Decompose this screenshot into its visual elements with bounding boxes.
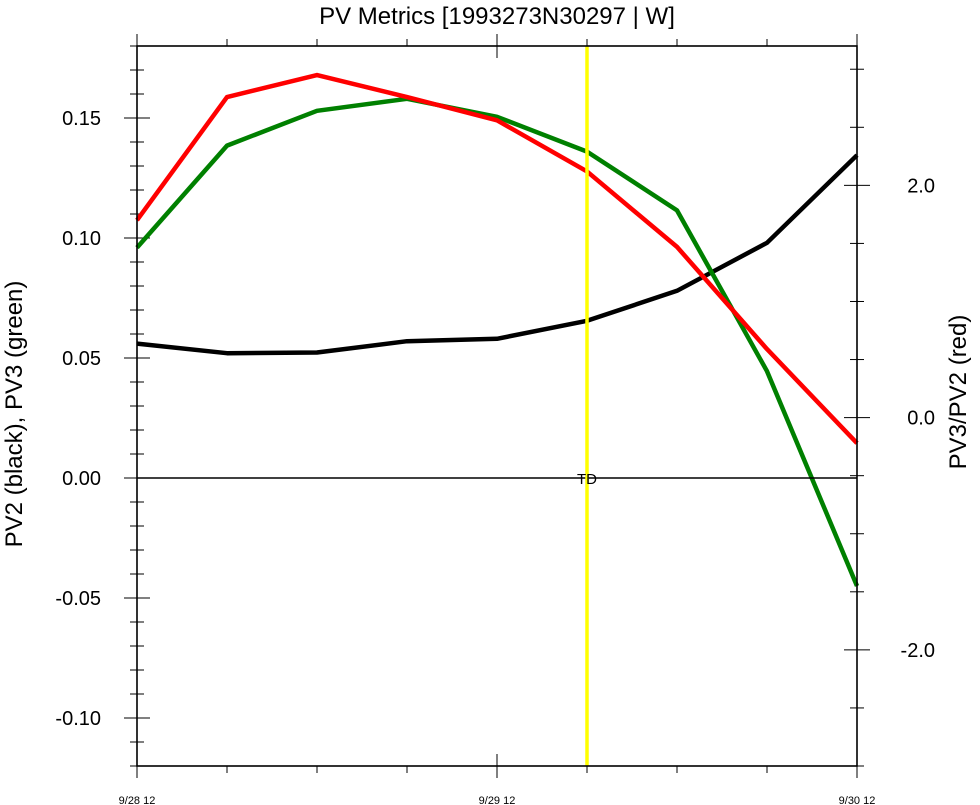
chart-title: PV Metrics [1993273N30297 | W] <box>319 3 675 30</box>
x-tick-label: 9/29 12 <box>479 795 516 805</box>
right-tick-label: 0.0 <box>907 408 935 430</box>
left-tick-label: -0.10 <box>55 708 101 730</box>
left-axis-label: PV2 (black), PV3 (green) <box>1 281 28 548</box>
left-tick-label: -0.05 <box>55 588 101 610</box>
right-tick-label: -2.0 <box>901 640 935 662</box>
right-axis-ticks: 2.0 0.0 -2.0 <box>844 68 935 767</box>
x-tick-label: 9/30 12 <box>839 795 876 805</box>
series-line-1 <box>135 96 860 587</box>
left-tick-label: 0.10 <box>62 228 101 250</box>
series-lines <box>135 72 860 587</box>
right-tick-label: 2.0 <box>907 175 935 197</box>
plot-frame <box>136 45 858 767</box>
left-tick-label: 0.00 <box>62 468 101 490</box>
left-tick-label: 0.15 <box>62 108 101 130</box>
left-tick-label: 0.05 <box>62 348 101 370</box>
td-marker-label: TD <box>577 471 597 488</box>
series-line-2 <box>135 72 859 445</box>
x-axis-ticks: 9/28 12 9/29 12 9/30 12 <box>119 34 876 805</box>
x-tick-label: 9/28 12 <box>119 795 156 805</box>
right-axis-label: PV3/PV2 (red) <box>945 315 972 470</box>
series-line-0 <box>136 153 859 356</box>
left-axis-ticks: 0.15 0.10 0.05 0.00 -0.05 -0.10 <box>55 45 150 767</box>
